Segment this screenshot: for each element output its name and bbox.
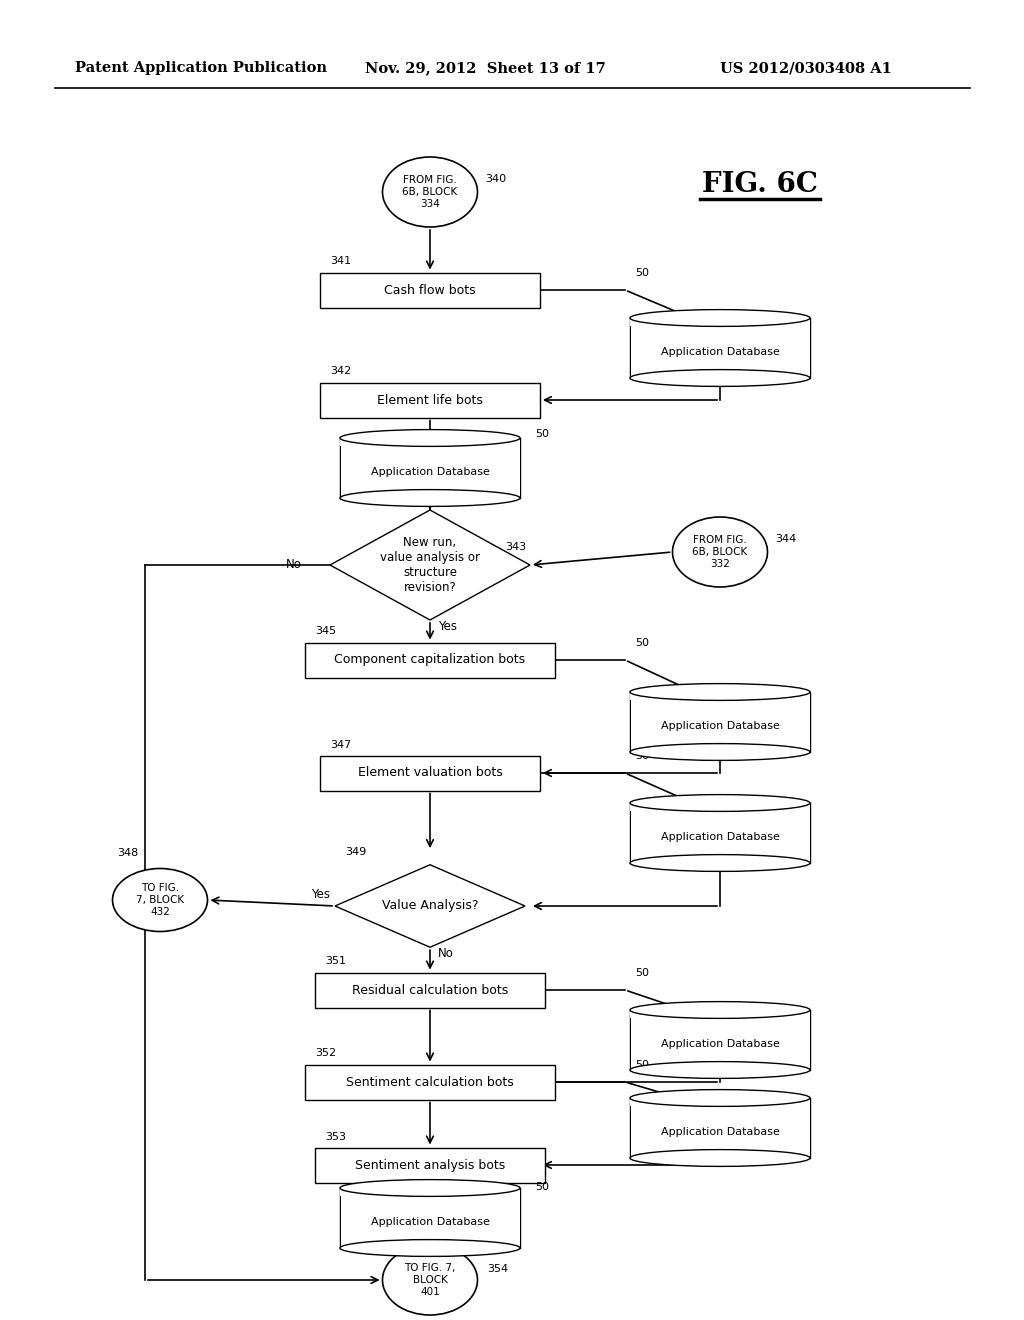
Ellipse shape: [630, 743, 810, 760]
Text: Application Database: Application Database: [660, 832, 779, 842]
FancyBboxPatch shape: [340, 438, 520, 446]
Ellipse shape: [340, 429, 520, 446]
FancyBboxPatch shape: [630, 692, 810, 701]
FancyBboxPatch shape: [319, 272, 540, 308]
FancyBboxPatch shape: [631, 1014, 810, 1071]
FancyBboxPatch shape: [631, 808, 810, 863]
FancyBboxPatch shape: [631, 322, 810, 378]
Text: 50: 50: [635, 638, 649, 648]
Text: Residual calculation bots: Residual calculation bots: [352, 983, 508, 997]
Polygon shape: [335, 865, 525, 948]
Text: 340: 340: [485, 174, 507, 183]
Text: 345: 345: [315, 627, 336, 636]
Ellipse shape: [630, 684, 810, 701]
Ellipse shape: [113, 869, 208, 932]
FancyBboxPatch shape: [340, 1188, 520, 1196]
Polygon shape: [330, 510, 530, 620]
Text: Element life bots: Element life bots: [377, 393, 483, 407]
Ellipse shape: [630, 370, 810, 387]
FancyBboxPatch shape: [305, 1064, 555, 1100]
Text: Value Analysis?: Value Analysis?: [382, 899, 478, 912]
Ellipse shape: [630, 1150, 810, 1167]
Text: Application Database: Application Database: [660, 1127, 779, 1138]
Text: 353: 353: [325, 1131, 346, 1142]
FancyBboxPatch shape: [315, 1147, 545, 1183]
Text: Sentiment analysis bots: Sentiment analysis bots: [355, 1159, 505, 1172]
Text: 50: 50: [635, 1060, 649, 1071]
Text: FROM FIG.
6B, BLOCK
332: FROM FIG. 6B, BLOCK 332: [692, 536, 748, 569]
Ellipse shape: [630, 795, 810, 812]
Text: Application Database: Application Database: [371, 467, 489, 478]
Text: Application Database: Application Database: [371, 1217, 489, 1228]
Text: 341: 341: [330, 256, 351, 267]
Text: US 2012/0303408 A1: US 2012/0303408 A1: [720, 61, 892, 75]
Text: 347: 347: [330, 739, 351, 750]
Text: Patent Application Publication: Patent Application Publication: [75, 61, 327, 75]
Text: Sentiment calculation bots: Sentiment calculation bots: [346, 1076, 514, 1089]
Ellipse shape: [630, 1089, 810, 1106]
Text: 50: 50: [635, 751, 649, 762]
FancyBboxPatch shape: [630, 318, 810, 326]
Text: Yes: Yes: [311, 888, 330, 902]
Text: Nov. 29, 2012  Sheet 13 of 17: Nov. 29, 2012 Sheet 13 of 17: [365, 61, 606, 75]
Text: FROM FIG.
6B, BLOCK
334: FROM FIG. 6B, BLOCK 334: [402, 176, 458, 209]
Text: 352: 352: [315, 1048, 336, 1059]
Ellipse shape: [383, 1245, 477, 1315]
Text: FIG. 6C: FIG. 6C: [702, 172, 818, 198]
Ellipse shape: [630, 1002, 810, 1019]
Text: Yes: Yes: [438, 620, 457, 634]
FancyBboxPatch shape: [305, 643, 555, 677]
Text: New run,
value analysis or
structure
revision?: New run, value analysis or structure rev…: [380, 536, 480, 594]
FancyBboxPatch shape: [630, 1098, 810, 1106]
Text: 50: 50: [635, 268, 649, 279]
Text: 50: 50: [535, 1181, 549, 1192]
Text: Application Database: Application Database: [660, 347, 779, 358]
FancyBboxPatch shape: [319, 383, 540, 417]
Ellipse shape: [630, 1061, 810, 1078]
Text: No: No: [286, 558, 302, 572]
Text: Application Database: Application Database: [660, 1039, 779, 1049]
Text: 351: 351: [325, 957, 346, 966]
Text: TO FIG. 7,
BLOCK
401: TO FIG. 7, BLOCK 401: [404, 1263, 456, 1296]
Text: Component capitalization bots: Component capitalization bots: [335, 653, 525, 667]
FancyBboxPatch shape: [319, 755, 540, 791]
FancyBboxPatch shape: [631, 1102, 810, 1158]
FancyBboxPatch shape: [341, 1192, 519, 1247]
Ellipse shape: [630, 310, 810, 326]
Ellipse shape: [340, 1239, 520, 1257]
Ellipse shape: [630, 854, 810, 871]
FancyBboxPatch shape: [631, 696, 810, 752]
Text: TO FIG.
7, BLOCK
432: TO FIG. 7, BLOCK 432: [136, 883, 184, 916]
Text: Element valuation bots: Element valuation bots: [357, 767, 503, 780]
Text: 354: 354: [487, 1265, 509, 1274]
Text: Application Database: Application Database: [660, 721, 779, 731]
FancyBboxPatch shape: [341, 442, 519, 498]
FancyBboxPatch shape: [630, 803, 810, 812]
Ellipse shape: [340, 490, 520, 507]
Text: Cash flow bots: Cash flow bots: [384, 284, 476, 297]
Ellipse shape: [383, 157, 477, 227]
Text: 342: 342: [330, 367, 351, 376]
Ellipse shape: [673, 517, 768, 587]
Text: 344: 344: [775, 535, 797, 544]
FancyBboxPatch shape: [630, 1010, 810, 1019]
Text: 348: 348: [118, 849, 138, 858]
Text: 50: 50: [535, 429, 549, 440]
Text: 349: 349: [345, 846, 367, 857]
Text: 343: 343: [505, 543, 526, 552]
FancyBboxPatch shape: [315, 973, 545, 1007]
Ellipse shape: [340, 1180, 520, 1196]
Text: No: No: [438, 948, 454, 960]
Text: 50: 50: [635, 968, 649, 978]
